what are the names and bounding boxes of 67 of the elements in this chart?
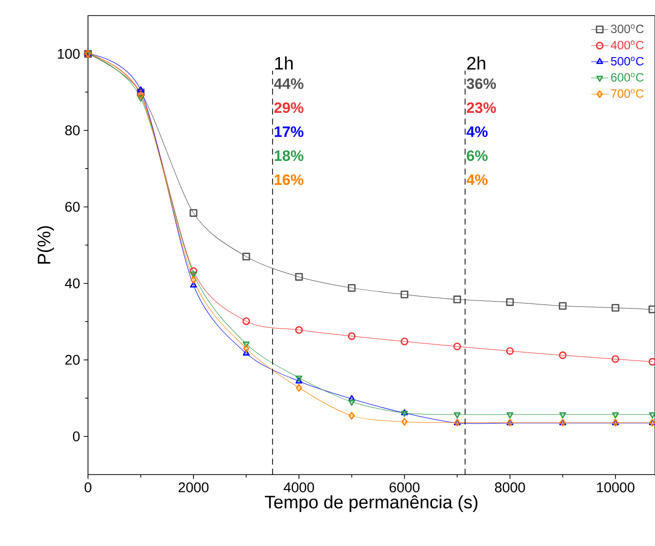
point — [348, 332, 356, 340]
point — [400, 290, 408, 298]
ref-line-label: 2h — [467, 56, 486, 70]
point — [453, 342, 462, 350]
x-tick-label: 8000 — [495, 482, 525, 492]
point — [506, 347, 514, 355]
point — [190, 267, 198, 275]
y-tick-label: 0 — [72, 431, 80, 442]
x-axis-title: Tempo de permanência (s) — [264, 495, 478, 512]
legend-label: 500$^{o}$C — [610, 56, 644, 66]
x-tick-label: 0 — [84, 482, 92, 492]
point — [559, 412, 566, 418]
point — [242, 342, 250, 348]
point — [190, 209, 198, 217]
y-tick-label: 20 — [65, 354, 80, 365]
point — [558, 302, 567, 310]
annotation: 44% — [274, 78, 304, 89]
annotation: 17% — [274, 126, 304, 137]
point — [243, 344, 250, 352]
point — [453, 296, 462, 304]
point — [400, 338, 408, 346]
point — [242, 350, 250, 356]
point — [454, 412, 461, 418]
annotation: 29% — [274, 102, 304, 113]
point — [558, 351, 567, 360]
annotation: 6% — [466, 150, 488, 161]
point — [295, 272, 303, 281]
x-tick-label: 10000 — [597, 482, 634, 492]
point — [612, 355, 620, 363]
legend-label: 600$^{o}$C — [611, 72, 644, 82]
annotation: 23% — [466, 102, 496, 113]
legend-label: 400$^{o}$C — [610, 40, 644, 50]
annotation: 4% — [466, 126, 488, 137]
point — [296, 384, 302, 392]
point — [190, 272, 197, 278]
ref-line-label: 1h — [275, 56, 293, 70]
annotation: 4% — [466, 174, 488, 185]
annotation: 16% — [274, 174, 304, 185]
annotation: 36% — [466, 78, 496, 89]
y-tick-label: 40 — [64, 278, 80, 288]
point — [190, 281, 197, 288]
point — [295, 326, 303, 334]
point — [190, 276, 197, 284]
point — [612, 412, 619, 418]
point — [612, 304, 620, 312]
x-tick-label: 4000 — [284, 482, 314, 492]
x-tick-label: 6000 — [390, 482, 420, 492]
y-axis-title: P(%) — [37, 226, 54, 264]
point — [137, 86, 144, 92]
point — [506, 412, 514, 418]
y-tick-label: 80 — [65, 125, 80, 136]
point — [137, 96, 144, 102]
point — [242, 252, 250, 260]
point — [506, 298, 514, 306]
point — [348, 400, 356, 406]
annotation: 18% — [274, 150, 304, 161]
point — [348, 284, 356, 292]
y-tick-label: 60 — [65, 202, 80, 212]
x-tick-label: 2000 — [178, 482, 209, 492]
point — [348, 395, 356, 402]
point — [648, 306, 655, 314]
legend-label: 300$^{o}$C — [610, 24, 644, 34]
point — [348, 412, 355, 420]
legend-label: 700$^{o}$C — [611, 89, 644, 98]
point — [242, 317, 250, 326]
y-tick-label: 100 — [58, 48, 80, 59]
point — [401, 418, 408, 426]
